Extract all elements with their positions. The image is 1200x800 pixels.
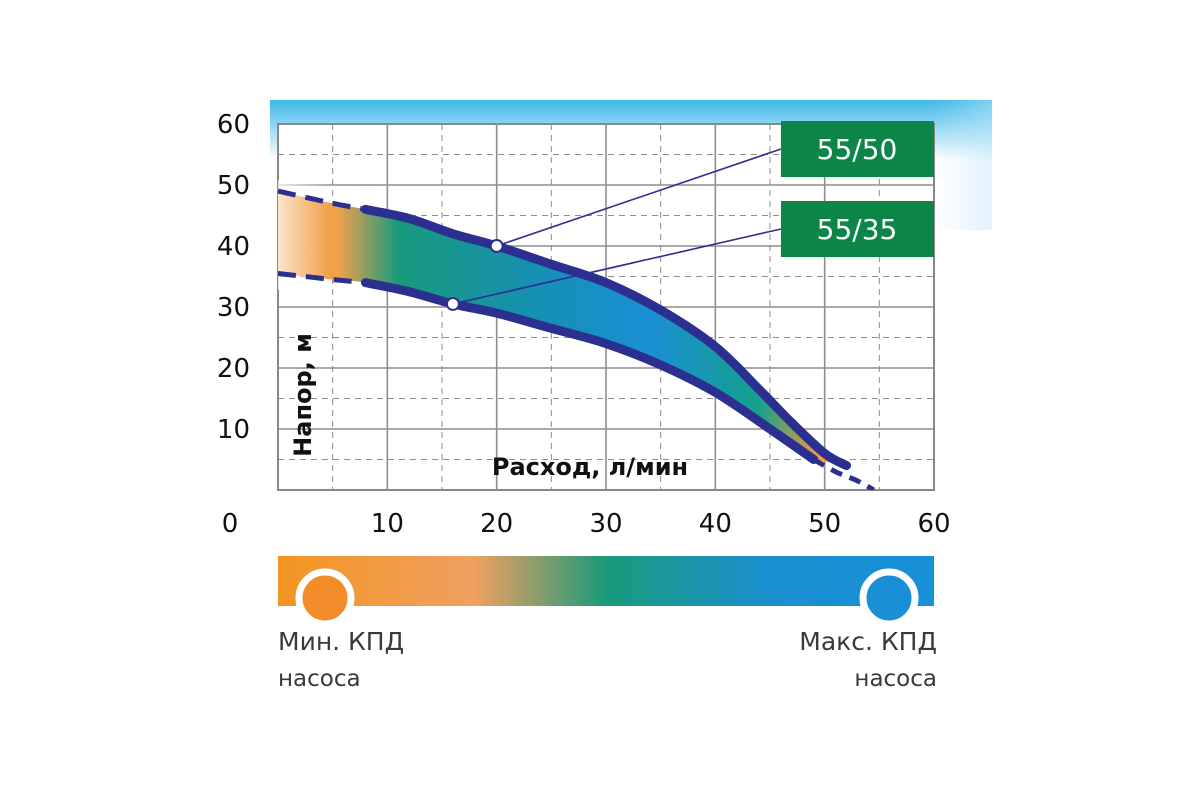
- min-efficiency-sublabel: насоса: [278, 666, 361, 692]
- callout-line-55-50: [496, 148, 782, 247]
- badge-label-55-35: 55/35: [817, 213, 898, 246]
- y-axis-title: Напор, м: [289, 333, 317, 457]
- max-efficiency-label: Макс. КПД: [799, 627, 937, 656]
- y-tick-label: 50: [217, 171, 250, 201]
- min-efficiency-label: Мин. КПД: [278, 627, 404, 656]
- curve-dashed-55-50: [278, 188, 366, 212]
- callout-line-55-35: [452, 228, 782, 305]
- curve-dashed-55-35: [278, 270, 366, 286]
- marker-55-50: [489, 239, 504, 253]
- x-tick-label: 30: [589, 509, 622, 539]
- curve-tail: [812, 457, 876, 490]
- x-tick-label: 0: [222, 509, 239, 539]
- min-efficiency-icon: [295, 568, 355, 628]
- max-efficiency-sublabel: насоса: [854, 666, 937, 692]
- y-axis-ticks: 10 20 30 40 50 60: [217, 110, 250, 445]
- right-glow: [934, 100, 992, 230]
- x-tick-label: 40: [699, 509, 732, 539]
- x-tick-label: 50: [808, 509, 841, 539]
- y-tick-label: 30: [217, 293, 250, 323]
- x-axis-title: Расход, л/мин: [492, 453, 688, 481]
- x-tick-label: 10: [371, 509, 404, 539]
- x-tick-label: 60: [917, 509, 950, 539]
- y-tick-label: 40: [217, 232, 250, 262]
- y-tick-label: 10: [217, 415, 250, 445]
- marker-55-35: [445, 296, 460, 311]
- y-tick-label: 20: [217, 354, 250, 384]
- badge-label-55-50: 55/50: [817, 133, 898, 166]
- y-tick-label: 60: [217, 110, 250, 140]
- x-tick-label: 20: [480, 509, 513, 539]
- curve-55-35: [360, 278, 819, 464]
- efficiency-legend-bar: [278, 556, 934, 606]
- curves: [278, 188, 876, 490]
- badge-55-35: 55/35: [781, 201, 934, 257]
- curve-55-50: [360, 204, 852, 471]
- badge-55-50: 55/50: [781, 121, 934, 177]
- max-efficiency-icon: [859, 568, 919, 628]
- x-axis-ticks: 0 10 20 30 40 50 60: [222, 509, 951, 539]
